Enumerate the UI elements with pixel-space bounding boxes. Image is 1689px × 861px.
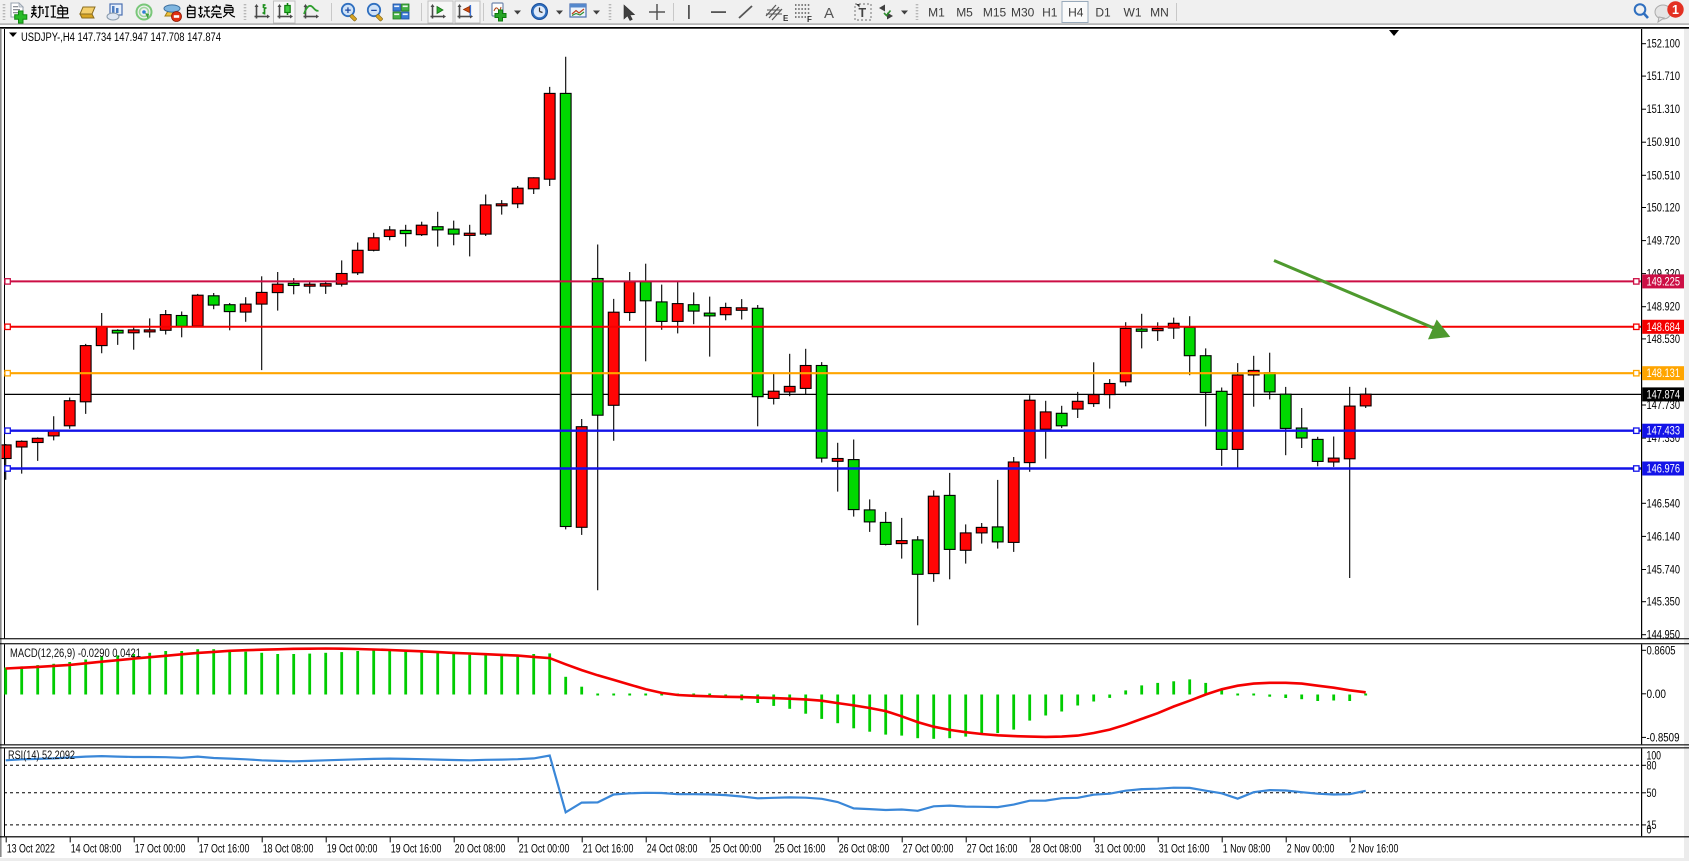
svg-text:145.350: 145.350 <box>1647 597 1681 609</box>
svg-text:M1: M1 <box>928 6 945 20</box>
svg-text:149.225: 149.225 <box>1647 276 1681 288</box>
svg-text:2 Nov 00:00: 2 Nov 00:00 <box>1287 844 1335 856</box>
svg-text:A: A <box>824 5 834 22</box>
svg-text:80: 80 <box>1647 760 1657 772</box>
svg-text:19 Oct 16:00: 19 Oct 16:00 <box>391 844 442 856</box>
svg-text:148.920: 148.920 <box>1647 302 1681 314</box>
svg-text:0.8605: 0.8605 <box>1647 645 1676 657</box>
svg-text:149.720: 149.720 <box>1647 236 1681 248</box>
svg-text:31 Oct 16:00: 31 Oct 16:00 <box>1159 844 1210 856</box>
svg-text:E: E <box>783 14 789 23</box>
svg-text:144.950: 144.950 <box>1647 630 1681 642</box>
svg-text:MACD(12,26,9) -0.0290 0.0421: MACD(12,26,9) -0.0290 0.0421 <box>10 648 141 660</box>
svg-text:2 Nov 16:00: 2 Nov 16:00 <box>1351 844 1399 856</box>
svg-text:150.510: 150.510 <box>1647 170 1681 182</box>
svg-text:152.100: 152.100 <box>1647 39 1681 51</box>
svg-text:USDJPY-,H4 147.734 147.947 14: USDJPY-,H4 147.734 147.947 147.708 147.8… <box>21 32 221 44</box>
svg-text:15: 15 <box>1647 820 1657 832</box>
svg-text:147.433: 147.433 <box>1647 426 1681 438</box>
svg-text:148.131: 148.131 <box>1647 368 1681 380</box>
svg-text:MN: MN <box>1150 6 1169 20</box>
svg-text:148.684: 148.684 <box>1647 322 1681 334</box>
svg-text:25 Oct 00:00: 25 Oct 00:00 <box>711 844 762 856</box>
svg-text:151.710: 151.710 <box>1647 71 1681 83</box>
svg-text:21 Oct 00:00: 21 Oct 00:00 <box>519 844 570 856</box>
svg-text:−: − <box>371 5 377 17</box>
svg-text:17 Oct 00:00: 17 Oct 00:00 <box>135 844 186 856</box>
svg-text:27 Oct 00:00: 27 Oct 00:00 <box>903 844 954 856</box>
svg-text:-0.8509: -0.8509 <box>1647 732 1680 744</box>
svg-text:24 Oct 08:00: 24 Oct 08:00 <box>647 844 698 856</box>
svg-text:151.310: 151.310 <box>1647 104 1681 116</box>
svg-text:0.00: 0.00 <box>1647 689 1667 701</box>
svg-text:100: 100 <box>1647 750 1662 762</box>
svg-text:RSI(14) 52.2092: RSI(14) 52.2092 <box>8 750 75 762</box>
svg-text:147.730: 147.730 <box>1647 400 1681 412</box>
svg-text:M5: M5 <box>956 6 973 20</box>
svg-text:H4: H4 <box>1068 6 1084 20</box>
svg-text:146.976: 146.976 <box>1647 464 1681 476</box>
svg-text:50: 50 <box>1647 788 1657 800</box>
svg-text:0: 0 <box>1647 825 1652 837</box>
svg-text:31 Oct 00:00: 31 Oct 00:00 <box>1095 844 1146 856</box>
svg-text:M30: M30 <box>1011 6 1035 20</box>
svg-text:F: F <box>807 15 812 24</box>
svg-text:25 Oct 16:00: 25 Oct 16:00 <box>775 844 826 856</box>
svg-text:W1: W1 <box>1124 6 1142 20</box>
svg-text:145.740: 145.740 <box>1647 565 1681 577</box>
svg-text:H1: H1 <box>1042 6 1058 20</box>
svg-text:146.540: 146.540 <box>1647 498 1681 510</box>
svg-text:147.874: 147.874 <box>1647 389 1681 401</box>
svg-text:150.910: 150.910 <box>1647 137 1681 149</box>
svg-text:26 Oct 08:00: 26 Oct 08:00 <box>839 844 890 856</box>
svg-text:19 Oct 00:00: 19 Oct 00:00 <box>327 844 378 856</box>
svg-text:148.530: 148.530 <box>1647 334 1681 346</box>
svg-text:T: T <box>859 6 867 20</box>
svg-text:18 Oct 08:00: 18 Oct 08:00 <box>263 844 314 856</box>
svg-text:1: 1 <box>1672 3 1679 17</box>
svg-text:27 Oct 16:00: 27 Oct 16:00 <box>967 844 1018 856</box>
svg-text:20 Oct 08:00: 20 Oct 08:00 <box>455 844 506 856</box>
svg-text:150.120: 150.120 <box>1647 203 1681 215</box>
svg-text:D1: D1 <box>1095 6 1111 20</box>
svg-text:13 Oct 2022: 13 Oct 2022 <box>7 844 55 856</box>
svg-text:146.140: 146.140 <box>1647 531 1681 543</box>
svg-text:17 Oct 16:00: 17 Oct 16:00 <box>199 844 250 856</box>
svg-text:M15: M15 <box>983 6 1007 20</box>
svg-text:+: + <box>345 5 351 17</box>
svg-text:1 Nov 08:00: 1 Nov 08:00 <box>1223 844 1271 856</box>
svg-text:21 Oct 16:00: 21 Oct 16:00 <box>583 844 634 856</box>
svg-text:28 Oct 08:00: 28 Oct 08:00 <box>1031 844 1082 856</box>
svg-text:14 Oct 08:00: 14 Oct 08:00 <box>71 844 122 856</box>
